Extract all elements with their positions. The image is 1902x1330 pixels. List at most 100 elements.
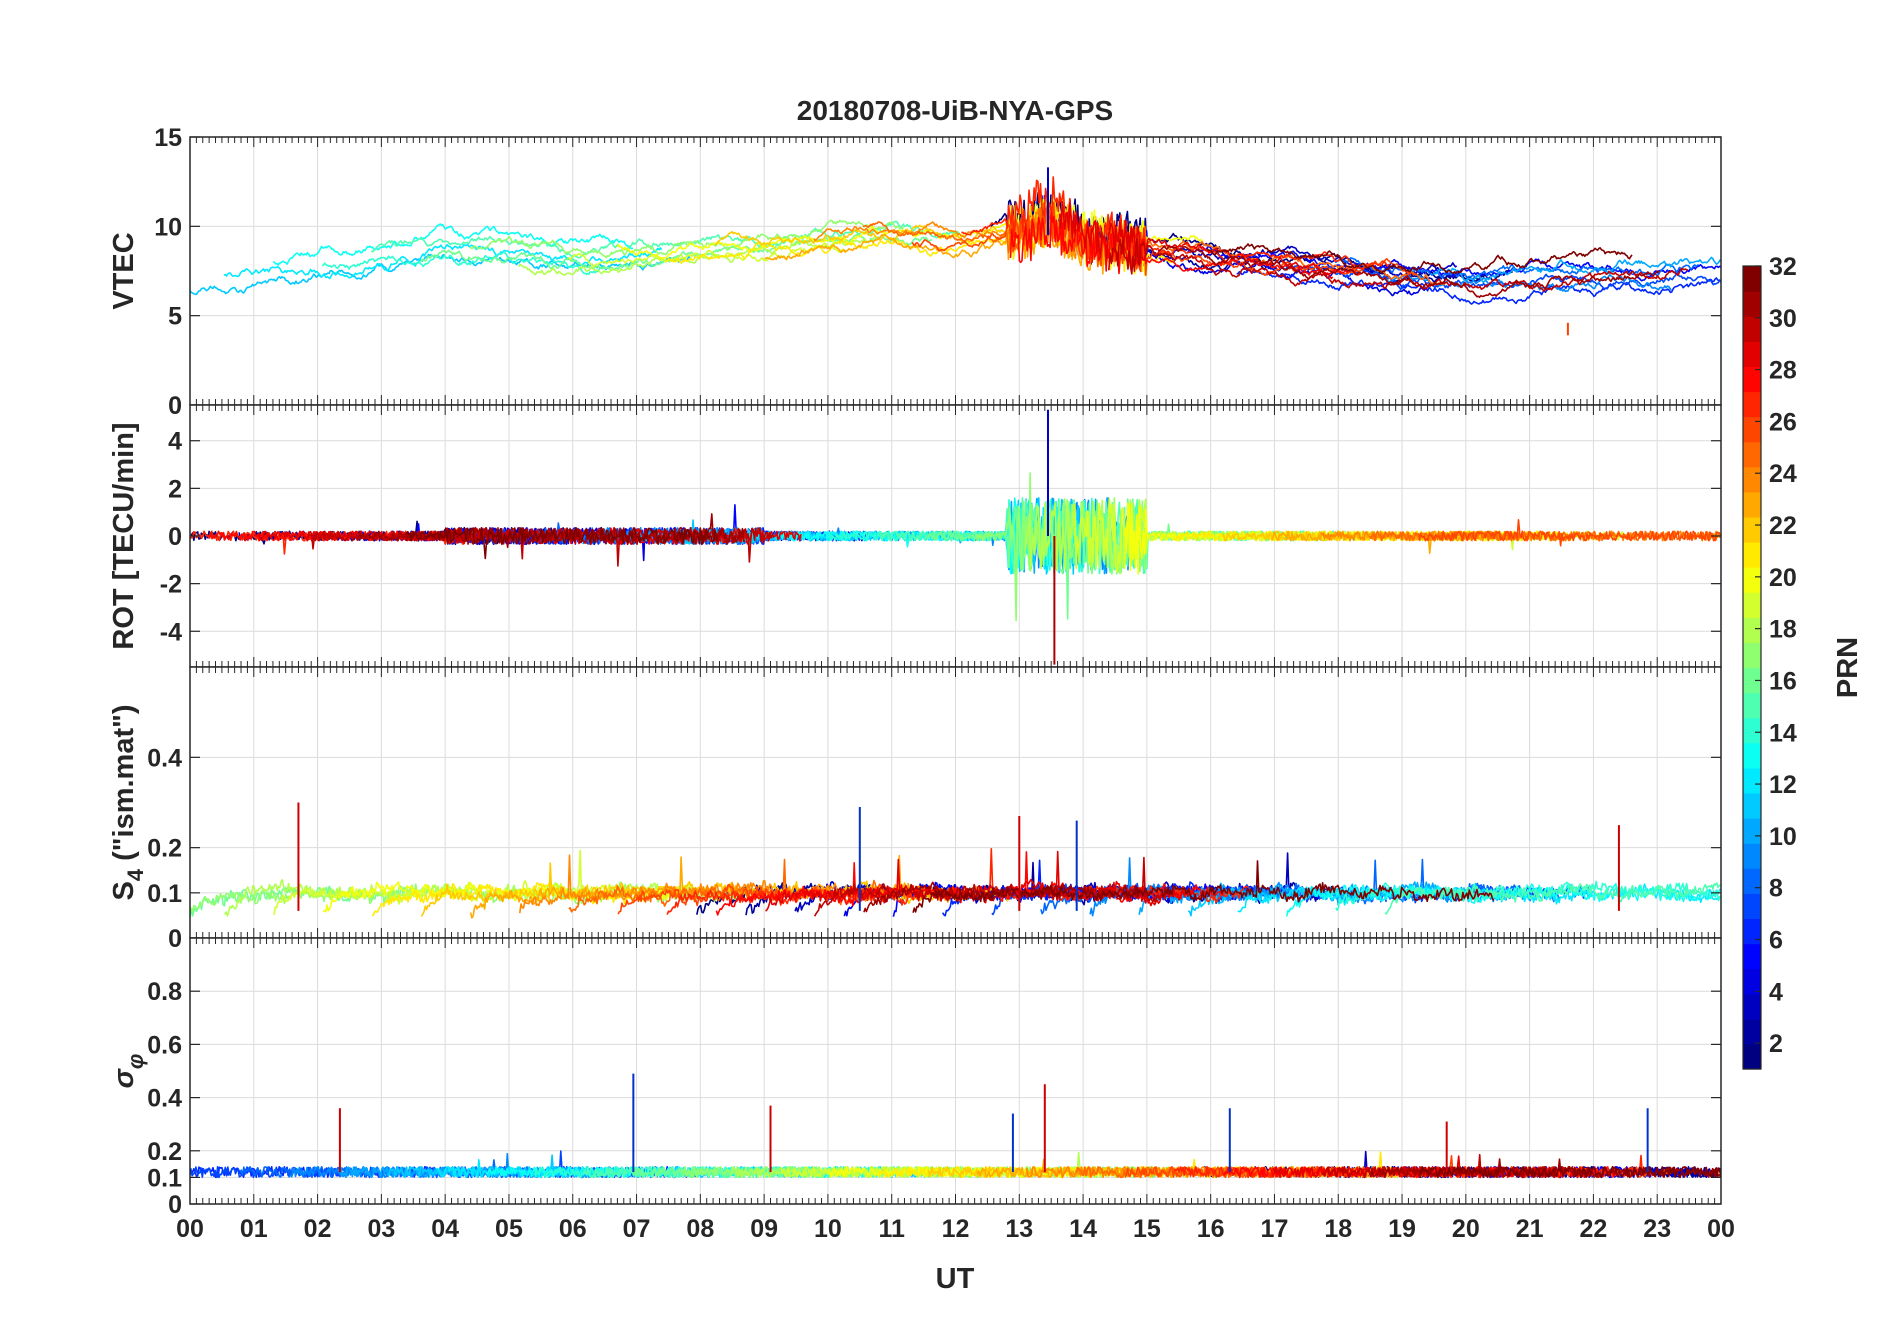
y-tick-label: 0	[168, 1191, 182, 1219]
panel-sigma_phi: 00.10.2 0.4 0.6 0.8 σφ	[108, 937, 1722, 1219]
colorbar-tick-label: 6	[1769, 926, 1783, 954]
series-prn-32	[405, 526, 719, 560]
colorbar-segment	[1743, 893, 1761, 920]
y-tick-label: 0.6	[147, 1031, 182, 1059]
colorbar-segment	[1743, 792, 1761, 819]
series-group	[190, 802, 1721, 919]
series-prn-17	[469, 219, 905, 259]
y-tick-label: 0.8	[147, 978, 182, 1006]
x-tick-label: 06	[559, 1215, 587, 1243]
series-prn-32	[912, 860, 1495, 913]
y-tick-label: 0	[168, 392, 182, 420]
colorbar-segment	[1743, 316, 1761, 342]
colorbar-tick-label: 18	[1769, 616, 1797, 644]
colorbar-segment	[1743, 818, 1761, 844]
x-axis-label: UT	[936, 1263, 975, 1295]
series-prn-32	[1419, 1166, 1721, 1179]
x-tick-label: 00	[1707, 1215, 1735, 1243]
colorbar-tick-label: 30	[1769, 305, 1797, 333]
colorbar-tick-label: 22	[1769, 512, 1797, 540]
colorbar-segment	[1743, 943, 1761, 970]
colorbar-segment	[1743, 341, 1761, 367]
series-prn-25	[862, 201, 1446, 286]
colorbar-segment	[1743, 667, 1761, 694]
colorbar-tick-label: 24	[1769, 460, 1797, 488]
series-prn-26	[1418, 518, 1721, 547]
y-axis-label-sub: 4	[123, 868, 148, 881]
colorbar-segment	[1743, 516, 1761, 543]
x-tick-label: 15	[1133, 1215, 1161, 1243]
y-tick-label: 0.4	[147, 744, 182, 772]
series-group	[190, 409, 1721, 665]
series-prn-31	[1157, 245, 1660, 299]
y-tick-label: 0.1	[147, 880, 182, 908]
series-prn-22	[420, 862, 1009, 917]
series-prn-19	[567, 242, 848, 268]
colorbar-segment	[1743, 692, 1761, 719]
colorbar-label: PRN	[1832, 637, 1864, 698]
x-tick-label: 02	[304, 1215, 332, 1243]
x-tick-label: 18	[1324, 1215, 1352, 1243]
series-group	[190, 1073, 1721, 1179]
colorbar-frame	[1742, 265, 1762, 1070]
y-tick-label: 0.1	[147, 1164, 182, 1192]
panel-rot: -4 -2 0 2 4 ROT [TECU/min]	[108, 404, 1722, 668]
x-tick-label: 17	[1261, 1215, 1289, 1243]
y-tick-label: 10	[154, 213, 182, 241]
y-tick-label: 0.2	[147, 835, 182, 863]
y-tick-label: 0	[168, 925, 182, 953]
colorbar-segment	[1743, 291, 1761, 317]
colorbar-segment	[1743, 642, 1761, 669]
colorbar-segment	[1743, 366, 1761, 393]
colorbar-tick-label: 32	[1769, 253, 1797, 281]
series-prn-30	[1108, 238, 1689, 293]
colorbar-segment	[1743, 266, 1761, 292]
colorbar-tick-label: 16	[1769, 667, 1797, 695]
colorbar-tick-label: 28	[1769, 357, 1797, 385]
series-prn-32	[1206, 243, 1633, 275]
x-tick-label: 07	[623, 1215, 651, 1243]
colorbar-segment	[1743, 993, 1761, 1020]
colorbar-segment	[1743, 491, 1761, 518]
colorbar-segment	[1743, 391, 1761, 418]
y-tick-label: 15	[154, 124, 182, 152]
y-tick-label: -2	[160, 571, 182, 599]
colorbar-segment	[1743, 1043, 1761, 1070]
series-prn-6	[1236, 268, 1721, 305]
y-tick-label: 0.2	[147, 1138, 182, 1166]
series-prn-16	[420, 233, 933, 271]
panel-s4: 00.10.20.4S4 ("ism.mat")	[108, 666, 1722, 953]
colorbar-segment	[1743, 542, 1761, 568]
x-tick-label: 04	[431, 1215, 459, 1243]
x-tick-label: 19	[1388, 1215, 1416, 1243]
colorbar-segment	[1743, 767, 1761, 794]
y-axis-label-rest: ("ism.mat")	[108, 704, 140, 868]
series-prn-27	[961, 176, 1390, 271]
y-tick-label: 4	[168, 428, 182, 456]
colorbar-segment	[1743, 617, 1761, 644]
colorbar-segment	[1743, 441, 1761, 468]
x-tick-label: 20	[1452, 1215, 1480, 1243]
colorbar-segment	[1743, 843, 1761, 869]
series-prn-10	[1433, 256, 1721, 283]
series-prn-14	[1335, 880, 1721, 912]
colorbar-segment	[1743, 416, 1761, 443]
y-axis-label: VTEC	[108, 232, 140, 309]
colorbar-segment	[1743, 717, 1761, 744]
colorbar-tick-label: 12	[1769, 771, 1797, 799]
series-prn-30	[307, 526, 775, 567]
y-axis-label: S4 ("ism.mat")	[108, 704, 148, 900]
colorbar-tick-label: 10	[1769, 823, 1797, 851]
x-tick-label: 14	[1069, 1215, 1097, 1243]
ticks	[189, 137, 1722, 405]
y-axis-label-main: S	[108, 881, 140, 900]
x-tick-label: 21	[1516, 1215, 1544, 1243]
colorbar-segment	[1743, 592, 1761, 618]
y-tick-label: 0	[168, 523, 182, 551]
series-prn-14	[321, 250, 607, 276]
y-tick-label: 5	[168, 303, 182, 331]
colorbar-segment	[1743, 868, 1761, 894]
colorbar-segment	[1743, 742, 1761, 769]
x-tick-label: 12	[942, 1215, 970, 1243]
